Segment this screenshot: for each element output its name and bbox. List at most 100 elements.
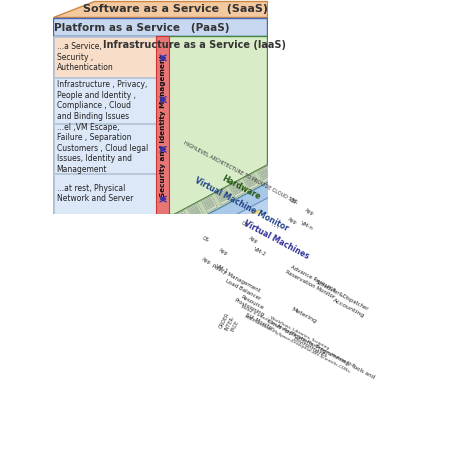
Polygon shape bbox=[188, 203, 203, 220]
Polygon shape bbox=[53, 36, 156, 214]
Polygon shape bbox=[54, 173, 156, 213]
Polygon shape bbox=[206, 204, 215, 210]
Polygon shape bbox=[53, 36, 267, 214]
Text: Advance Resource
Reservation Monitor: Advance Resource Reservation Monitor bbox=[285, 264, 339, 299]
Text: ORDER
INTER-
FACE: ORDER INTER- FACE bbox=[219, 311, 241, 335]
Text: HIGHLEVEL ARCHITECTURE TO PROVIDE CLOUD SER: HIGHLEVEL ARCHITECTURE TO PROVIDE CLOUD … bbox=[183, 141, 298, 205]
Text: Platform as a Service   (PaaS): Platform as a Service (PaaS) bbox=[54, 23, 229, 33]
Text: VM-2: VM-2 bbox=[253, 246, 267, 257]
Text: App: App bbox=[218, 248, 228, 257]
Text: Hardware: Hardware bbox=[220, 174, 262, 201]
Polygon shape bbox=[261, 171, 269, 177]
Polygon shape bbox=[220, 196, 228, 202]
Polygon shape bbox=[54, 78, 156, 123]
Polygon shape bbox=[218, 191, 226, 197]
Polygon shape bbox=[234, 189, 243, 195]
Polygon shape bbox=[276, 166, 284, 173]
Polygon shape bbox=[53, 18, 267, 36]
Polygon shape bbox=[205, 201, 213, 207]
Polygon shape bbox=[54, 124, 156, 173]
Polygon shape bbox=[319, 279, 365, 312]
Polygon shape bbox=[250, 314, 335, 373]
Polygon shape bbox=[169, 151, 378, 377]
Text: ...el ,VM Escape,
Failure , Separation
Customers , Cloud legal
Issues, Identity : ...el ,VM Escape, Failure , Separation C… bbox=[57, 123, 148, 173]
Polygon shape bbox=[273, 161, 282, 167]
Polygon shape bbox=[231, 183, 239, 189]
Polygon shape bbox=[216, 189, 231, 205]
Polygon shape bbox=[192, 211, 201, 217]
Polygon shape bbox=[54, 37, 156, 77]
Polygon shape bbox=[279, 207, 305, 235]
Polygon shape bbox=[272, 159, 287, 175]
Text: Load Balancer: Load Balancer bbox=[224, 279, 261, 301]
Text: App: App bbox=[201, 257, 212, 266]
Text: Policy Management: Policy Management bbox=[211, 264, 261, 293]
Polygon shape bbox=[219, 193, 227, 199]
Polygon shape bbox=[232, 221, 274, 259]
Polygon shape bbox=[247, 179, 255, 184]
Text: SIA Monitor: SIA Monitor bbox=[245, 312, 274, 331]
Text: VM-n: VM-n bbox=[300, 220, 314, 231]
Text: Software as a Service  (SaaS): Software as a Service (SaaS) bbox=[83, 4, 268, 14]
Polygon shape bbox=[219, 274, 265, 306]
Polygon shape bbox=[190, 206, 198, 211]
Text: Web2.0 Interfaces,Aneka,Matham,MapReduce,Hadoop,Div...: Web2.0 Interfaces,Aneka,Matham,MapReduce… bbox=[240, 304, 358, 369]
Polygon shape bbox=[233, 186, 241, 192]
Polygon shape bbox=[183, 177, 330, 287]
Polygon shape bbox=[169, 151, 300, 231]
Text: B2B,FaceBook,MySpace,Enterprise,IBV,Scientific,CDNs,: B2B,FaceBook,MySpace,Enterprise,IBV,Scie… bbox=[244, 314, 352, 374]
Text: Security and Identity Management: Security and Identity Management bbox=[160, 54, 165, 197]
Text: ...a Service,
Security ,
Authentication: ...a Service, Security , Authentication bbox=[57, 42, 113, 72]
Text: Infrastructure as a Service (IaaS): Infrastructure as a Service (IaaS) bbox=[103, 40, 286, 50]
Text: Environments: Environments bbox=[292, 336, 328, 358]
Polygon shape bbox=[275, 164, 283, 170]
Polygon shape bbox=[201, 196, 218, 212]
Polygon shape bbox=[209, 237, 237, 268]
Polygon shape bbox=[267, 246, 357, 317]
Text: - Workflows, Libraries, Scripting: - Workflows, Libraries, Scripting bbox=[263, 312, 329, 350]
Text: Infrastructure , Privacy,
People and Identity ,
Compliance , Cloud
and Binding I: Infrastructure , Privacy, People and Ide… bbox=[57, 80, 147, 120]
Polygon shape bbox=[226, 210, 280, 266]
Text: VM-1: VM-1 bbox=[214, 263, 229, 274]
Polygon shape bbox=[177, 216, 185, 221]
Polygon shape bbox=[246, 176, 254, 182]
Polygon shape bbox=[262, 174, 271, 180]
Polygon shape bbox=[228, 212, 262, 237]
Text: ...: ... bbox=[269, 218, 282, 231]
Text: Accounting: Accounting bbox=[332, 298, 365, 319]
Polygon shape bbox=[53, 1, 267, 17]
Polygon shape bbox=[176, 165, 307, 243]
Polygon shape bbox=[229, 181, 246, 198]
Text: Cloud Applications, Programming, Tools and: Cloud Applications, Programming, Tools a… bbox=[266, 319, 375, 380]
Polygon shape bbox=[244, 174, 259, 190]
Polygon shape bbox=[273, 186, 327, 239]
Text: OS: OS bbox=[289, 198, 297, 205]
Text: App: App bbox=[304, 207, 314, 216]
Polygon shape bbox=[236, 305, 283, 339]
Text: OS: OS bbox=[201, 236, 210, 244]
Polygon shape bbox=[296, 198, 322, 226]
Polygon shape bbox=[248, 182, 256, 187]
Text: App: App bbox=[287, 216, 298, 225]
Text: Virtual Machine Monitor: Virtual Machine Monitor bbox=[193, 175, 290, 233]
Polygon shape bbox=[178, 219, 187, 224]
Text: ...at rest, Physical
Network and Server: ...at rest, Physical Network and Server bbox=[57, 184, 133, 203]
Polygon shape bbox=[275, 189, 311, 214]
Polygon shape bbox=[192, 246, 220, 277]
Polygon shape bbox=[259, 168, 267, 174]
Text: Virtual Machines: Virtual Machines bbox=[242, 219, 310, 261]
Polygon shape bbox=[173, 211, 190, 228]
Polygon shape bbox=[284, 300, 325, 331]
Polygon shape bbox=[187, 227, 224, 252]
Polygon shape bbox=[206, 283, 254, 363]
Polygon shape bbox=[226, 286, 275, 325]
Text: OS: OS bbox=[240, 221, 249, 228]
Polygon shape bbox=[156, 36, 169, 214]
Polygon shape bbox=[203, 198, 211, 204]
Polygon shape bbox=[175, 213, 183, 219]
Polygon shape bbox=[213, 262, 259, 294]
Polygon shape bbox=[257, 166, 273, 183]
Polygon shape bbox=[191, 208, 199, 214]
Text: Metering: Metering bbox=[291, 307, 318, 324]
Polygon shape bbox=[326, 292, 371, 324]
